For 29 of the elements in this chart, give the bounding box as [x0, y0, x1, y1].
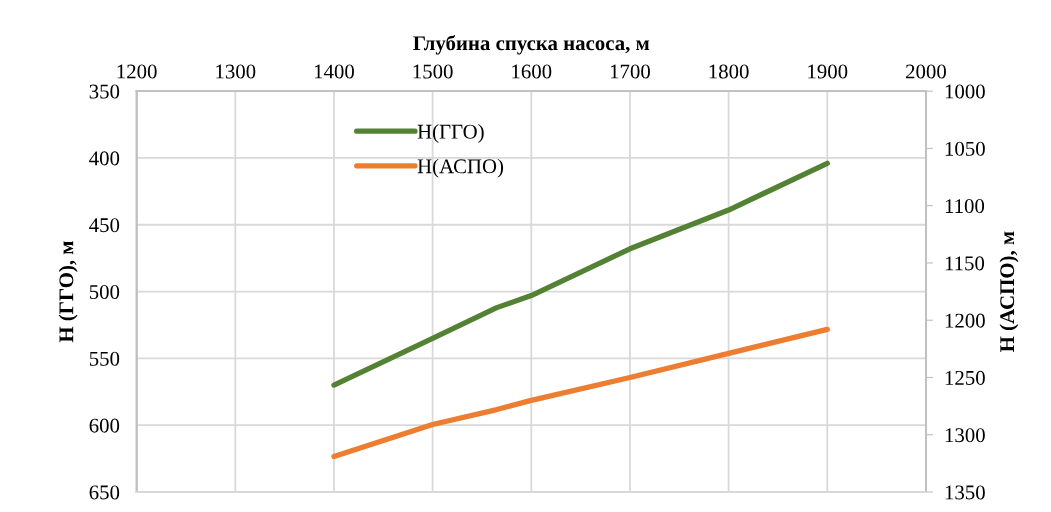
y2-tick-label: 1200: [945, 313, 985, 328]
y-tick-label: 350: [89, 84, 120, 99]
y-tick-label: 650: [89, 485, 120, 500]
x-tick-label: 2000: [906, 64, 946, 79]
x-tick-label: 1700: [610, 64, 650, 79]
y2-tick-label: 1050: [945, 141, 985, 156]
x-tick-label: 1200: [117, 64, 157, 79]
x-tick-label: 1300: [216, 64, 256, 79]
y-tick-label: 500: [89, 284, 120, 300]
x-tick-label: 1500: [413, 64, 453, 79]
x-axis-title: Глубина спуска насоса, м: [413, 35, 650, 55]
legend-label: H(АСПО): [417, 158, 504, 178]
y-tick-label: 400: [89, 151, 120, 166]
y-tick-label: 600: [89, 418, 120, 433]
y2-tick-label: 1250: [945, 370, 985, 385]
y2-tick-label: 1350: [945, 485, 985, 500]
x-tick-label: 1800: [709, 64, 749, 79]
x-tick-label: 1900: [808, 64, 848, 79]
y2-tick-label: 1300: [945, 428, 985, 443]
y-tick-label: 450: [89, 218, 120, 233]
legend-label: H(ГГО): [417, 124, 484, 143]
x-tick-label: 1400: [314, 64, 354, 79]
x-tick-label: 1600: [512, 64, 552, 79]
y2-axis-title: H (АСПО), м: [999, 231, 1019, 352]
y2-tick-label: 1100: [945, 199, 985, 214]
y2-tick-label: 1150: [945, 256, 985, 271]
y-tick-label: 550: [89, 351, 120, 366]
y-axis-title: H (ГГО), м: [58, 241, 78, 343]
y2-tick-label: 1000: [945, 84, 985, 99]
